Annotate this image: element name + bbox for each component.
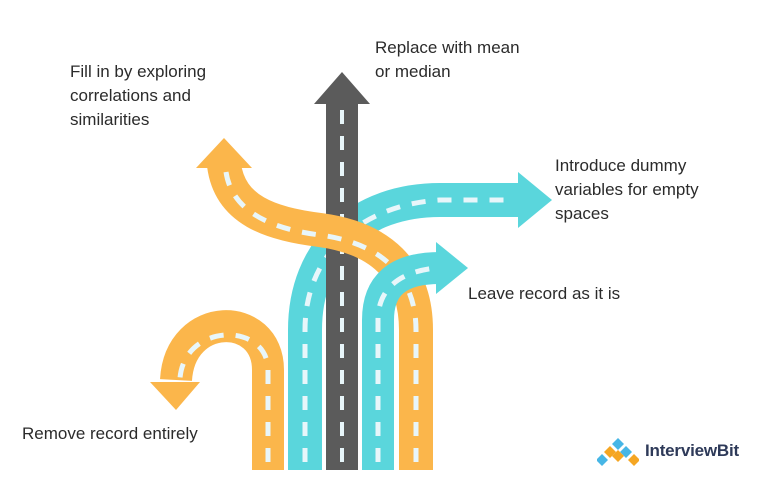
brand-name: InterviewBit <box>645 441 739 460</box>
label-line: Leave record as it is <box>468 284 621 303</box>
road-replace-mean <box>314 72 370 470</box>
label-line: Fill in by exploring <box>70 62 207 81</box>
label-leave: Leave record as it is <box>468 282 620 306</box>
label-line: or median <box>375 62 451 81</box>
label-line: correlations and <box>70 86 191 105</box>
label-replace: Replace with mean or median <box>375 36 520 84</box>
brand: InterviewBit <box>597 436 739 466</box>
road-remove-record <box>150 310 284 470</box>
label-fill-in: Fill in by exploring correlations and si… <box>70 60 206 132</box>
label-line: variables for empty <box>555 180 699 199</box>
arrow-remove <box>150 382 200 410</box>
label-line: spaces <box>555 204 609 223</box>
arrow-replace <box>314 72 370 104</box>
label-line: Replace with mean <box>375 38 520 57</box>
arrow-leave <box>436 242 468 294</box>
label-dummy: Introduce dummy variables for empty spac… <box>555 154 699 226</box>
road-fill-in <box>196 138 433 470</box>
label-line: Introduce dummy <box>555 156 687 175</box>
interviewbit-logo-icon <box>597 438 639 466</box>
label-remove: Remove record entirely <box>22 422 198 446</box>
arrow-fill-in <box>196 138 252 168</box>
arrow-dummy <box>518 172 552 228</box>
label-line: similarities <box>70 110 150 129</box>
road-leave-record <box>362 242 468 470</box>
label-line: Remove record entirely <box>22 424 198 443</box>
